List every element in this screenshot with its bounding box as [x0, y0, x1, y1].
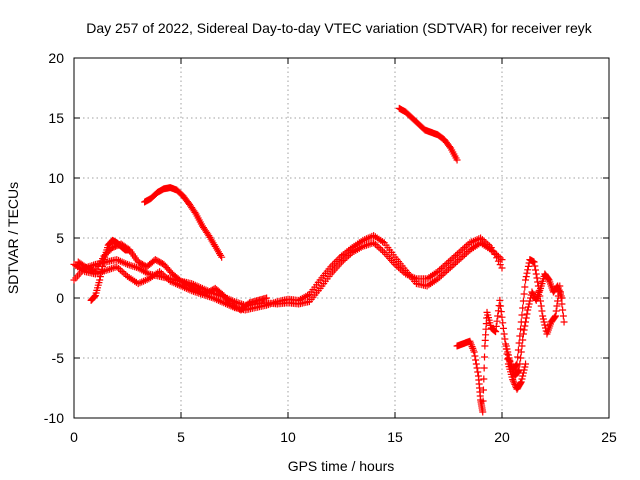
y-axis-label: SDTVAR / TECUs [5, 182, 21, 294]
series-dip-3 [502, 270, 566, 380]
series-dip-2 [504, 256, 568, 374]
plus-marks [502, 270, 566, 380]
plus-marks [141, 184, 226, 261]
series-dip-1 [453, 296, 530, 416]
y-tick-label: -10 [44, 410, 64, 426]
plus-marks [87, 236, 134, 304]
plus-marks [70, 232, 506, 314]
series-arc-2 [395, 104, 461, 164]
series-track-b [70, 232, 506, 314]
data-marks [70, 104, 568, 416]
x-tick-label: 10 [280, 429, 296, 445]
grid [74, 58, 609, 418]
series-arc-1 [141, 184, 226, 261]
axis-ticks: 0 5 10 15 20 25 -10 -5 0 5 10 15 20 [44, 50, 617, 445]
plus-marks [453, 296, 530, 416]
x-tick-label: 20 [494, 429, 510, 445]
x-tick-label: 5 [177, 429, 185, 445]
y-tick-label: 5 [56, 230, 64, 246]
y-tick-label: 10 [48, 170, 64, 186]
plus-marks [504, 256, 568, 374]
y-tick-label: 0 [56, 290, 64, 306]
chart-title: Day 257 of 2022, Sidereal Day-to-day VTE… [86, 20, 592, 36]
y-tick-label: -5 [52, 350, 65, 366]
y-tick-label: 15 [48, 110, 64, 126]
series-track-d [87, 236, 134, 304]
x-axis-label: GPS time / hours [288, 458, 395, 474]
plus-marks [395, 104, 461, 164]
x-tick-label: 25 [601, 429, 617, 445]
y-tick-label: 20 [48, 50, 64, 66]
x-tick-label: 0 [70, 429, 78, 445]
x-tick-label: 15 [387, 429, 403, 445]
